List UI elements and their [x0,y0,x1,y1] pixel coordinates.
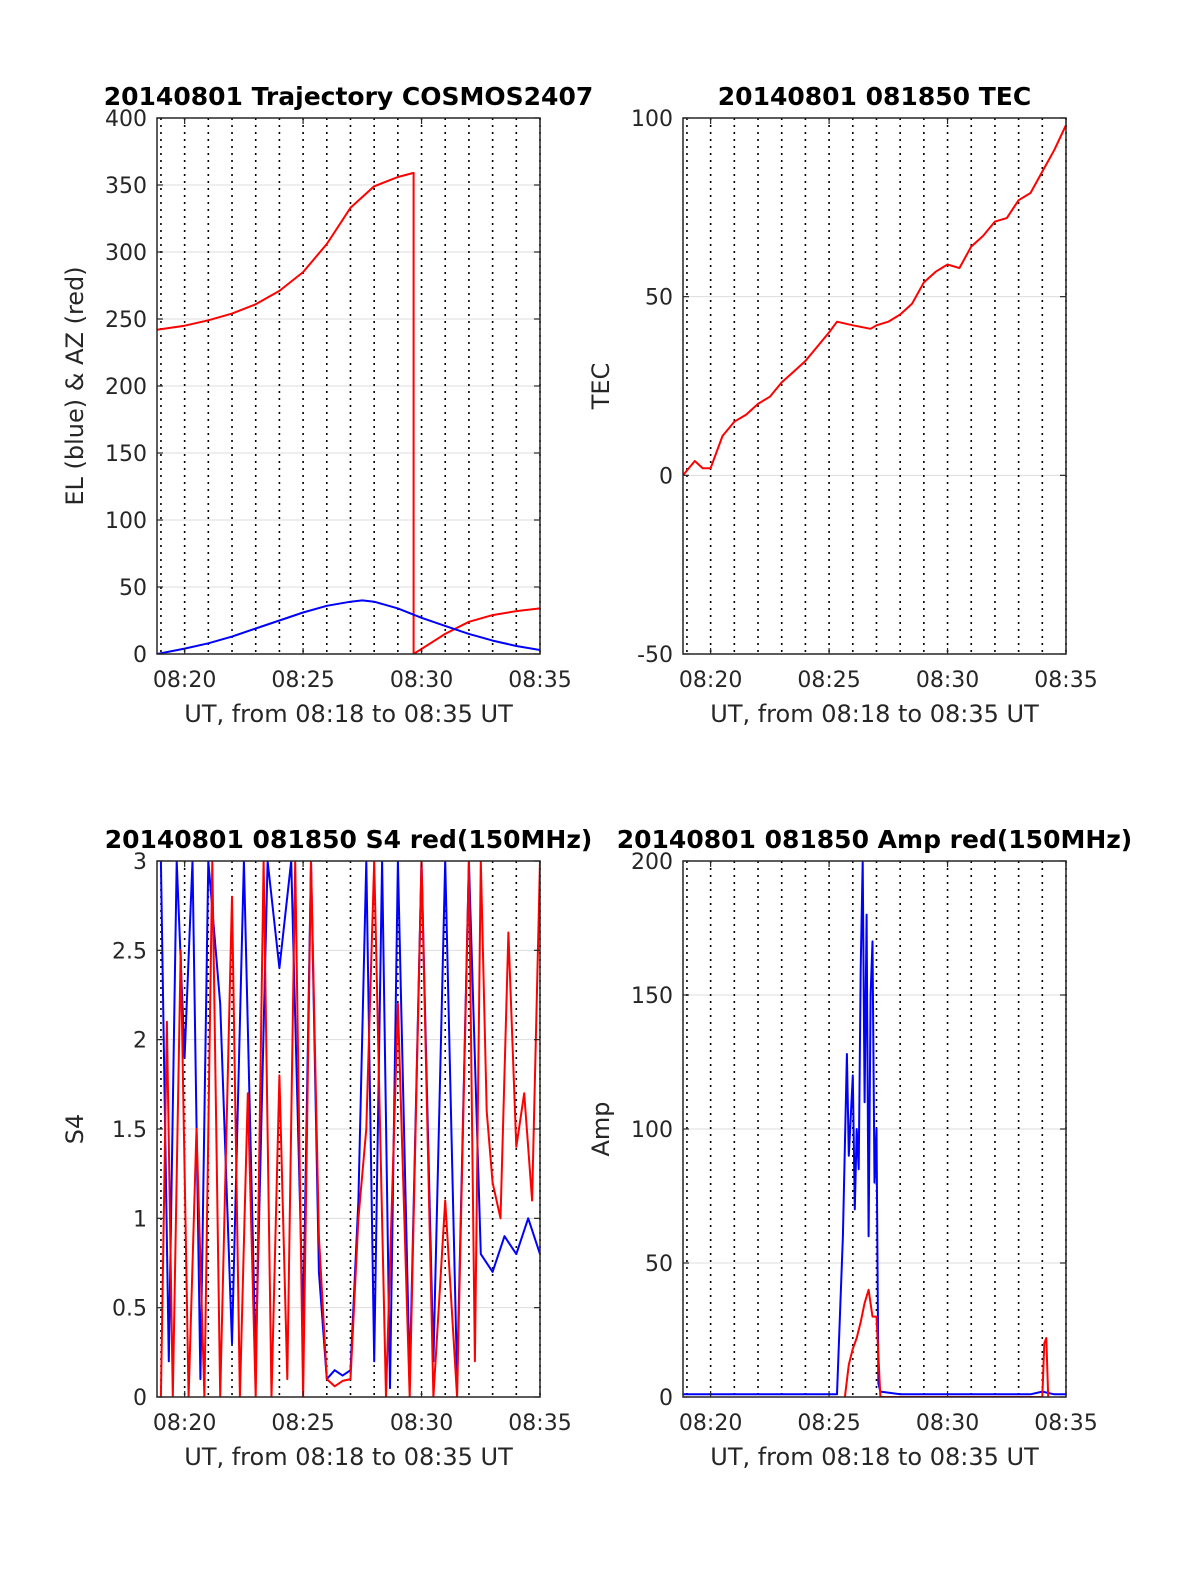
series-line-0 [157,171,540,654]
y-tick-label: 50 [119,576,147,601]
x-tick-label: 08:20 [153,668,216,693]
y-tick-label: 150 [631,984,673,1009]
y-tick-label: 150 [105,442,147,467]
y-tick-label: 50 [645,1252,673,1277]
x-axis-label: UT, from 08:18 to 08:35 UT [710,700,1039,728]
y-tick-label: 2 [133,1029,147,1054]
y-axis-label: S4 [61,1114,89,1145]
series-line-1 [843,1288,1050,1397]
y-axis-label: TEC [587,363,615,411]
y-tick-label: 50 [645,286,673,311]
y-axis-label: Amp [587,1101,615,1156]
chart-title: 20140801 Trajectory COSMOS2407 [104,82,594,111]
axes-box [682,117,1067,655]
x-tick-label: 08:20 [153,1411,216,1436]
y-tick-label: 300 [105,241,147,266]
x-tick-label: 08:25 [271,668,334,693]
y-tick-label: 1 [133,1207,147,1232]
series-line-0 [683,124,1066,476]
chart-title: 20140801 081850 S4 red(150MHz) [105,825,593,854]
x-axis-label: UT, from 08:18 to 08:35 UT [184,700,513,728]
y-tick-label: 350 [105,174,147,199]
x-tick-label: 08:25 [271,1411,334,1436]
chart-title: 20140801 081850 Amp red(150MHz) [617,825,1133,854]
chart-tec: -50 0 50 100 08:20 08:25 08:30 08:35 20140801 08… [587,82,1098,728]
y-tick-label: 200 [631,850,673,875]
x-tick-label: 08:30 [390,668,453,693]
x-tick-label: 08:35 [1034,668,1097,693]
x-tick-label: 08:35 [508,668,571,693]
y-tick-label: 1.5 [112,1118,147,1143]
y-axis-label: EL (blue) & AZ (red) [61,266,89,505]
y-tick-label: 2.5 [112,939,147,964]
chart-s4: 0 0.5 1 1.5 2 2.5 3 08:20 08:25 08:30 08:35 2014080… [61,825,592,1471]
chart-trajectory: 0 50 100 150 200 250 300 350 400 08:20 08:25 08:30 0… [61,82,593,728]
x-tick-label: 08:20 [679,1411,742,1436]
y-tick-label: 200 [105,375,147,400]
series-line-1 [157,599,540,654]
y-tick-label: 250 [105,308,147,333]
series-line-1 [159,861,540,1397]
y-tick-label: 100 [631,1118,673,1143]
chart-amp: 0 50 100 150 200 08:20 08:25 08:30 08:35 20140801… [587,825,1132,1471]
y-tick-label: 0 [659,464,673,489]
x-tick-label: 08:30 [390,1411,453,1436]
x-tick-label: 08:35 [508,1411,571,1436]
y-tick-label: 100 [631,107,673,132]
y-tick-label: 0 [133,643,147,668]
y-tick-label: -50 [637,643,673,668]
y-tick-label: 400 [105,107,147,132]
x-tick-label: 08:30 [916,1411,979,1436]
y-tick-label: 0 [133,1386,147,1411]
x-tick-label: 08:25 [797,1411,860,1436]
series-line-0 [683,861,1066,1396]
x-tick-label: 08:25 [797,668,860,693]
x-axis-label: UT, from 08:18 to 08:35 UT [184,1443,513,1471]
x-tick-label: 08:20 [679,668,742,693]
y-tick-label: 0 [659,1386,673,1411]
y-tick-label: 0.5 [112,1297,147,1322]
y-tick-label: 100 [105,509,147,534]
x-axis-label: UT, from 08:18 to 08:35 UT [710,1443,1039,1471]
y-tick-label: 3 [133,850,147,875]
x-tick-label: 08:30 [916,668,979,693]
x-tick-label: 08:35 [1034,1411,1097,1436]
chart-title: 20140801 081850 TEC [718,82,1031,111]
